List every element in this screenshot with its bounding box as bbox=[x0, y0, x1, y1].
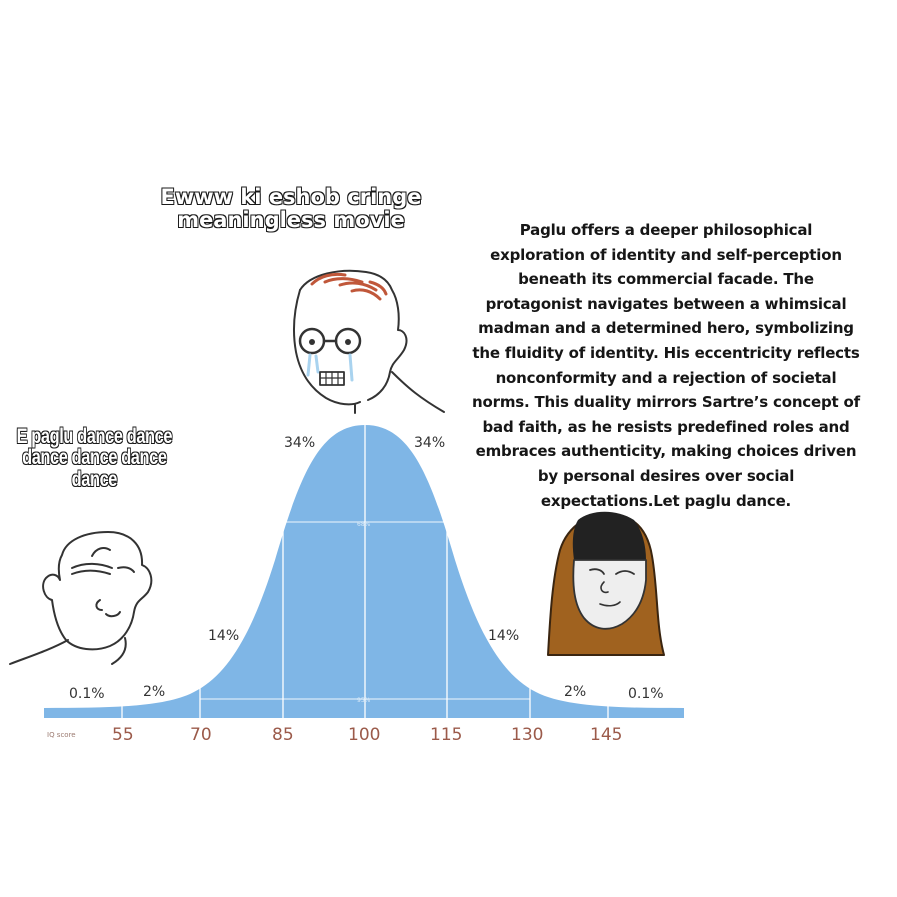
essay-line-3: protagonist navigates between a whimsica… bbox=[485, 294, 847, 313]
tick-130: 130 bbox=[511, 725, 543, 745]
sigma-dividers bbox=[121, 425, 609, 718]
essay-line-8: bad faith, as he resists predefined role… bbox=[482, 417, 850, 436]
crying-nerd-wojak-icon bbox=[292, 269, 445, 414]
essay-line-1: exploration of identity and self-percept… bbox=[490, 245, 842, 264]
philosophical-essay-text: Paglu offers a deeper philosophical expl… bbox=[455, 218, 877, 513]
left-caption: E paglu dance dance dance dance dance da… bbox=[16, 425, 173, 491]
essay-line-4: madman and a determined hero, symbolizin… bbox=[478, 319, 854, 338]
baseline-strip bbox=[44, 708, 684, 718]
hooded-monk-wojak-icon bbox=[547, 511, 665, 656]
essay-line-9: embraces authenticity, making choices dr… bbox=[475, 442, 857, 461]
essay-line-2: beneath its commercial facade. The bbox=[518, 270, 814, 289]
pct-label-2: 14% bbox=[208, 628, 239, 644]
essay-line-7: norms. This duality mirrors Sartre’s con… bbox=[472, 393, 860, 412]
essay-line-5: the fluidity of identity. His eccentrici… bbox=[472, 343, 860, 362]
inner-label-95: 95% bbox=[357, 697, 371, 704]
pct-label-7: 0.1% bbox=[628, 686, 664, 702]
pct-label-0: 0.1% bbox=[69, 686, 105, 702]
smug-wojak-icon bbox=[9, 531, 153, 665]
tick-100: 100 bbox=[348, 725, 380, 745]
tick-70: 70 bbox=[190, 725, 212, 745]
tick-145: 145 bbox=[590, 725, 622, 745]
essay-line-0: Paglu offers a deeper philosophical bbox=[519, 221, 813, 239]
pct-label-3: 34% bbox=[284, 435, 315, 451]
tick-55: 55 bbox=[112, 725, 134, 745]
bell-curve-chart: 0.1% 2% 14% 34% 34% 14% 2% 0.1% 68% 95% … bbox=[44, 425, 684, 745]
pct-label-6: 2% bbox=[564, 684, 586, 700]
inner-label-68: 68% bbox=[357, 521, 371, 528]
pct-label-1: 2% bbox=[143, 684, 165, 700]
essay-line-11: expectations.Let paglu dance. bbox=[540, 491, 792, 510]
pct-label-4: 34% bbox=[414, 435, 445, 451]
tick-115: 115 bbox=[430, 725, 462, 745]
essay-line-10: by personal desires over social bbox=[537, 466, 795, 485]
bell-curve-area bbox=[44, 425, 684, 718]
pct-label-5: 14% bbox=[488, 628, 519, 644]
tick-85: 85 bbox=[272, 725, 294, 745]
essay-line-6: nonconformity and a rejection of societa… bbox=[495, 368, 837, 387]
middle-caption: Ewww ki eshob cringe meaningless movie bbox=[160, 185, 422, 232]
axis-title: IQ score bbox=[47, 731, 76, 739]
